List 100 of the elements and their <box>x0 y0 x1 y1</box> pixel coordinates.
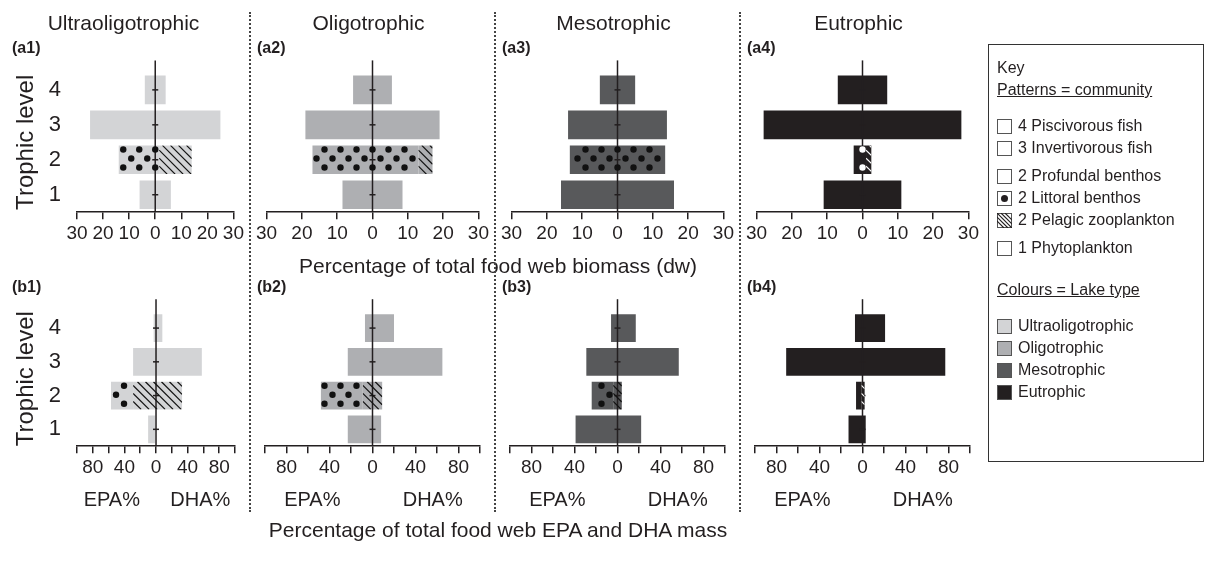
text: DHA% <box>170 487 231 510</box>
text: DHA% <box>892 487 953 510</box>
text: Key <box>997 59 1026 77</box>
y-tick-label: 1 <box>48 415 62 441</box>
x-tick-label: 20 <box>781 221 803 243</box>
chart-subtitle: (b2) <box>257 278 287 296</box>
x-axis-title: Percentage of total food web EPA and DHA mass <box>267 518 729 542</box>
x-tick-label: 80 <box>765 455 788 477</box>
bar <box>599 75 636 105</box>
bar <box>90 110 221 140</box>
x-tick-label: 30 <box>712 221 734 243</box>
x-tick-label: 30 <box>957 221 979 243</box>
bar <box>575 415 642 444</box>
y-axis-title: Trophic level <box>11 74 39 210</box>
chart-title: Eutrophic <box>814 11 903 35</box>
x-tick-label: 0 <box>367 455 378 477</box>
text: Oligotrophic <box>1018 339 1104 357</box>
x-tick-label: 40 <box>649 455 672 477</box>
x-tick-label: 40 <box>318 455 341 477</box>
text: EPA% <box>83 487 141 510</box>
x-tick-label: 80 <box>82 455 104 477</box>
x-tick-label: 30 <box>222 221 244 243</box>
x-tick-label: 10 <box>170 221 192 243</box>
chart-subtitle: (a2) <box>257 39 286 57</box>
x-axis-title: Percentage of total food web biomass (dw) <box>297 254 698 278</box>
y-tick-label: 4 <box>48 75 62 101</box>
text: Colours = Lake type <box>997 281 1141 299</box>
chart-subtitle: (a4) <box>747 39 776 57</box>
chart-subtitle: (a1) <box>12 39 41 57</box>
chart-subtitle: (a3) <box>502 39 531 57</box>
chart-title: Ultraoligotrophic <box>47 11 200 35</box>
x-tick-label: 30 <box>256 221 278 243</box>
y-axis-title: Trophic level <box>11 311 39 447</box>
text: Eutrophic <box>1018 383 1086 401</box>
x-tick-label: 80 <box>447 455 470 477</box>
x-tick-label: 10 <box>887 221 909 243</box>
bar <box>364 314 394 342</box>
bar <box>611 314 636 342</box>
x-tick-label: 20 <box>922 221 944 243</box>
x-tick-label: 40 <box>563 455 586 477</box>
chart-subtitle: (b3) <box>502 278 532 296</box>
x-tick-label: 20 <box>432 221 454 243</box>
x-tick-label: 10 <box>642 221 664 243</box>
x-tick-label: 20 <box>291 221 313 243</box>
x-tick-label: 0 <box>857 221 868 243</box>
text: 3 Invertivorous fish <box>1018 139 1153 157</box>
x-tick-label: 0 <box>857 455 868 477</box>
x-tick-label: 80 <box>937 455 960 477</box>
text: 2 Littoral benthos <box>1018 189 1141 207</box>
x-tick-label: 10 <box>326 221 348 243</box>
bar <box>139 180 171 210</box>
bar <box>148 415 156 444</box>
text: 2 Pelagic zooplankton <box>1018 211 1175 229</box>
bar <box>586 347 679 376</box>
x-tick-label: 10 <box>571 221 593 243</box>
x-tick-label: 20 <box>536 221 558 243</box>
text: EPA% <box>529 487 586 510</box>
x-tick-label: 30 <box>501 221 523 243</box>
bar <box>347 347 443 376</box>
x-tick-label: 80 <box>208 455 230 477</box>
bar <box>347 415 382 444</box>
bar <box>342 180 403 210</box>
x-tick-label: 20 <box>677 221 699 243</box>
x-tick-label: 80 <box>520 455 543 477</box>
y-tick-label: 3 <box>48 347 62 373</box>
x-tick-label: 10 <box>118 221 140 243</box>
x-tick-label: 30 <box>467 221 489 243</box>
text: 1 Phytoplankton <box>1018 239 1133 257</box>
text: DHA% <box>647 487 708 510</box>
x-tick-label: 20 <box>92 221 114 243</box>
text: 4 Piscivorous fish <box>1018 117 1143 135</box>
x-tick-label: 10 <box>816 221 838 243</box>
chart-subtitle: (b1) <box>12 278 42 296</box>
y-tick-label: 1 <box>48 180 62 206</box>
y-tick-label: 4 <box>48 314 62 340</box>
text: Ultraoligotrophic <box>1018 317 1134 335</box>
text: EPA% <box>284 487 341 510</box>
x-tick-label: 40 <box>808 455 831 477</box>
x-tick-label: 0 <box>149 221 161 243</box>
x-tick-label: 40 <box>177 455 199 477</box>
bar <box>568 110 667 140</box>
text: DHA% <box>402 487 463 510</box>
y-tick-label: 2 <box>48 145 62 171</box>
x-tick-label: 40 <box>113 455 135 477</box>
chart-subtitle: (b4) <box>747 278 777 296</box>
text: Patterns = community <box>997 81 1154 99</box>
bar <box>144 75 166 105</box>
x-tick-label: 80 <box>275 455 298 477</box>
x-tick-label: 40 <box>404 455 427 477</box>
text: 2 Profundal benthos <box>1018 167 1162 185</box>
text: Mesotrophic <box>1018 361 1106 379</box>
x-tick-label: 0 <box>612 221 623 243</box>
chart-title: Mesotrophic <box>556 11 671 35</box>
x-tick-label: 10 <box>397 221 419 243</box>
x-tick-label: 30 <box>746 221 768 243</box>
y-tick-label: 2 <box>48 381 62 407</box>
bar <box>305 110 440 140</box>
x-tick-label: 40 <box>894 455 917 477</box>
x-tick-label: 0 <box>612 455 623 477</box>
bar <box>353 75 392 105</box>
